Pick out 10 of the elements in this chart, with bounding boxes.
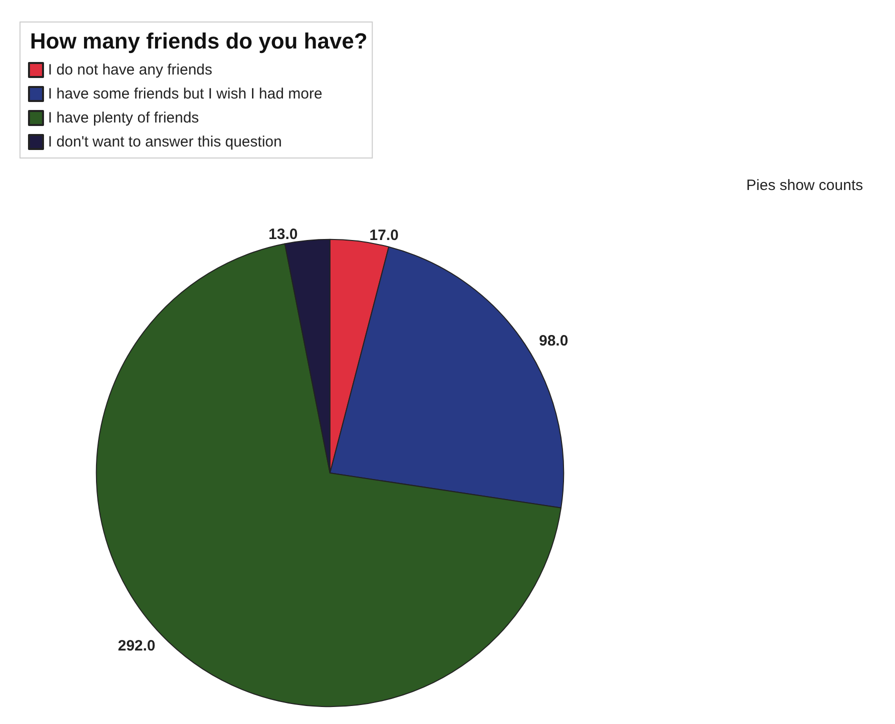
legend-label: I do not have any friends (48, 62, 212, 78)
data-label: 98.0 (538, 332, 568, 350)
legend-title: How many friends do you have? (30, 28, 368, 54)
legend-label: I don't want to answer this question (48, 134, 282, 150)
legend-label: I have some friends but I wish I had more (48, 86, 322, 102)
data-label: 17.0 (369, 226, 399, 244)
legend-label: I have plenty of friends (48, 110, 199, 126)
data-label: 292.0 (118, 638, 156, 655)
text: Pies show counts (746, 177, 864, 194)
data-label: 13.0 (268, 226, 298, 243)
